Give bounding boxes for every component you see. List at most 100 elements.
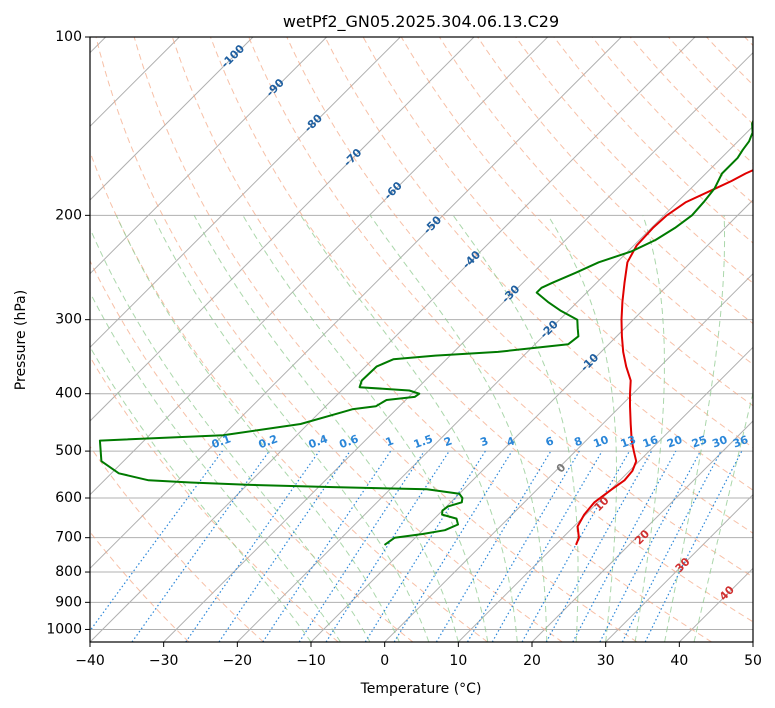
x-tick-label: 0 xyxy=(380,653,389,669)
x-tick-label: 40 xyxy=(670,653,688,669)
dry-adiabat xyxy=(744,37,753,47)
moist-adiabat xyxy=(300,215,518,642)
plot-frame xyxy=(89,36,754,643)
mixing-ratio-line xyxy=(185,450,320,642)
x-tick-label: 10 xyxy=(449,653,467,669)
mixing-ratio-label: 0.1 xyxy=(210,432,233,451)
dry-adiabat xyxy=(668,37,753,125)
x-tick-label: −20 xyxy=(223,653,253,669)
dry-adiabat xyxy=(171,37,712,642)
mixing-ratio-line xyxy=(218,450,351,642)
y-tick-label: 100 xyxy=(55,29,82,45)
dry-adiabat xyxy=(90,259,414,642)
y-tick-label: 500 xyxy=(55,443,82,459)
mixing-ratio-line xyxy=(298,450,425,642)
mixing-ratio-label: 10 xyxy=(592,433,611,451)
mixing-ratio-line xyxy=(325,450,450,642)
dry-adiabat xyxy=(248,37,753,578)
dry-adiabat xyxy=(95,37,563,642)
y-tick-label: 800 xyxy=(55,564,82,580)
moist-adiabat xyxy=(115,215,400,642)
isotherm-line xyxy=(90,37,622,570)
y-tick-label: 700 xyxy=(55,530,82,546)
x-tick-label: −40 xyxy=(75,653,105,669)
x-tick-label: −30 xyxy=(149,653,179,669)
mixing-ratio-label: 13 xyxy=(619,433,638,450)
mixing-ratio-line xyxy=(262,450,392,642)
isotherm-line xyxy=(90,37,475,422)
mixing-ratio-label: 36 xyxy=(731,433,750,451)
mixing-ratio-label: 0.6 xyxy=(338,432,361,451)
dewpoint-profile-line xyxy=(98,118,753,546)
isotherm-line xyxy=(90,37,254,201)
dry-adiabat xyxy=(90,150,488,642)
mixing-ratio-label: 0.4 xyxy=(307,432,330,451)
x-tick-label: −10 xyxy=(296,653,326,669)
mixing-ratio-label: 30 xyxy=(710,433,729,451)
saturation-label: 10 xyxy=(592,494,612,514)
mixing-ratio-label: 16 xyxy=(641,433,660,451)
mixing-ratio-label: 20 xyxy=(665,433,684,451)
y-tick-label: 900 xyxy=(55,594,82,610)
moist-adiabat xyxy=(664,215,726,642)
dry-adiabat xyxy=(133,37,638,642)
mixing-ratio-line xyxy=(364,450,486,642)
saturation-label: 0 xyxy=(554,461,569,476)
isotherm-line xyxy=(752,641,753,642)
isotherm-line xyxy=(90,37,549,496)
dry-adiabat xyxy=(629,37,753,165)
mixing-ratio-label: 2 xyxy=(442,434,454,449)
mixing-ratio-line xyxy=(599,450,702,642)
mixing-ratio-label: 4 xyxy=(505,434,517,449)
x-tick-label: 50 xyxy=(744,653,762,669)
moist-adiabat xyxy=(90,345,312,642)
y-tick-label: 400 xyxy=(55,386,82,402)
saturation-label: 40 xyxy=(717,583,737,603)
dry-adiabat xyxy=(591,37,753,204)
dry-adiabat xyxy=(90,355,339,642)
x-axis-label: Temperature (°C) xyxy=(360,681,482,697)
isotherm-label: -10 xyxy=(578,351,601,374)
moist-adiabat xyxy=(634,215,665,642)
temperature-profile-line xyxy=(575,169,753,546)
isotherm-line xyxy=(531,420,753,642)
moist-adiabat xyxy=(193,215,459,642)
y-axis-label: Pressure (hPa) xyxy=(13,290,29,390)
moist-adiabat xyxy=(693,390,753,642)
isotherm-line xyxy=(678,567,753,642)
isotherm-line xyxy=(605,493,753,642)
isotherm-line xyxy=(90,37,401,349)
mixing-ratio-line xyxy=(466,450,580,642)
chart-title: wetPf2_GN05.2025.304.06.13.C29 xyxy=(283,12,559,32)
isotherm-line xyxy=(90,37,328,275)
mixing-ratio-line xyxy=(545,450,653,642)
x-tick-label: 20 xyxy=(523,653,541,669)
mixing-ratio-label: 6 xyxy=(544,434,556,449)
dry-adiabat xyxy=(90,445,264,642)
mixing-ratio-label: 1 xyxy=(384,434,396,449)
isotherm-line xyxy=(163,51,753,642)
isotherm-line xyxy=(90,37,696,642)
dry-adiabat xyxy=(706,37,753,86)
isotherm-line xyxy=(457,346,753,642)
dry-adiabat xyxy=(324,37,753,491)
y-tick-label: 300 xyxy=(55,312,82,328)
mixing-ratio-line xyxy=(435,450,552,642)
mixing-ratio-label: 1.5 xyxy=(412,432,435,451)
isotherm-line xyxy=(384,272,753,642)
moist-adiabat xyxy=(90,227,371,642)
mixing-ratio-line xyxy=(131,450,270,642)
dry-adiabat xyxy=(210,37,753,623)
isotherm-line xyxy=(310,199,753,642)
x-tick-label: 30 xyxy=(597,653,615,669)
dry-adiabat xyxy=(477,37,753,325)
isotherm-label: -90 xyxy=(263,76,286,99)
moist-adiabat xyxy=(547,215,617,642)
y-tick-label: 200 xyxy=(55,207,82,223)
moist-adiabat xyxy=(452,215,579,642)
mixing-ratio-line xyxy=(491,450,603,642)
moist-adiabat xyxy=(369,215,548,642)
moist-adiabat xyxy=(90,291,341,642)
dry-adiabat xyxy=(400,37,753,407)
